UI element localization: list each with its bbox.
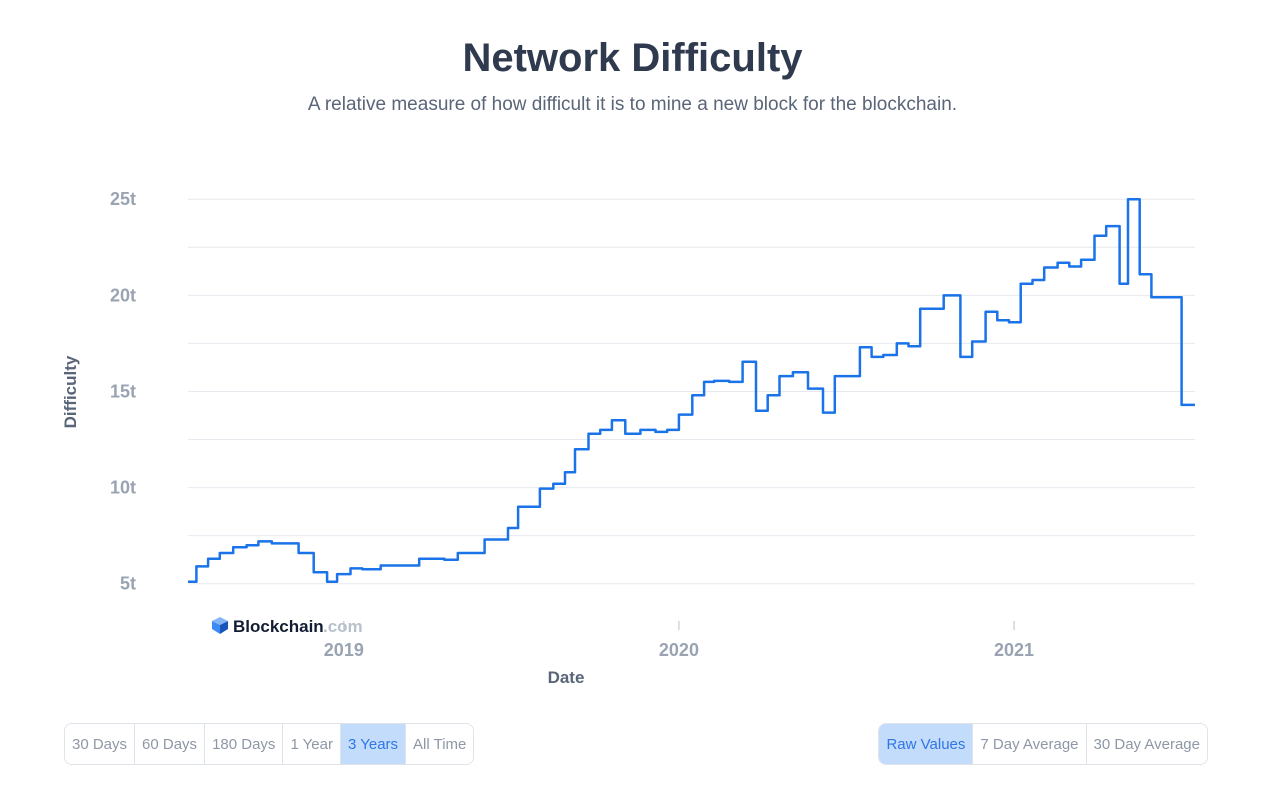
grid [188,198,1195,585]
blockchain-logo-icon [212,617,228,634]
y-axis: 5t 10t 15t 20t 25t [110,189,136,594]
y-tick-label: 5t [120,574,136,594]
average-7-day-average-button[interactable]: 7 Day Average [973,724,1087,764]
range-3-years-button[interactable]: 3 Years [340,724,407,764]
x-tick-label: 2021 [994,640,1034,660]
y-tick-label: 15t [110,381,136,401]
range-180-days-button[interactable]: 180 Days [205,724,284,764]
page-subtitle: A relative measure of how difficult it i… [307,94,958,115]
y-axis-title: Difficulty [61,355,80,428]
y-tick-label: 20t [110,285,136,305]
brand-logo: Blockchain .com [212,617,363,636]
x-axis: 2019 2020 2021 [324,621,1034,660]
range-60-days-button[interactable]: 60 Days [135,724,206,764]
range-30-days-button[interactable]: 30 Days [65,724,136,764]
y-tick-label: 10t [110,478,136,498]
range-all-time-button[interactable]: All Time [406,724,474,764]
average-selector: Raw Values 7 Day Average 30 Day Average [878,723,1208,765]
x-axis-title: Date [548,668,585,687]
range-1-year-button[interactable]: 1 Year [283,724,341,764]
series-layer [188,197,1195,584]
x-tick-label: 2019 [324,640,364,660]
average-raw-values-button[interactable]: Raw Values [879,724,974,764]
series-line-0 [188,197,1195,584]
brand-suffix: .com [323,617,363,636]
time-range-selector: 30 Days 60 Days 180 Days 1 Year 3 Years All T… [64,723,475,765]
page-title: Network Difficulty [462,36,803,80]
x-tick-label: 2020 [659,640,699,660]
brand-name: Blockchain [233,617,324,636]
y-tick-label: 25t [110,189,136,209]
average-30-day-average-button[interactable]: 30 Day Average [1086,724,1207,764]
